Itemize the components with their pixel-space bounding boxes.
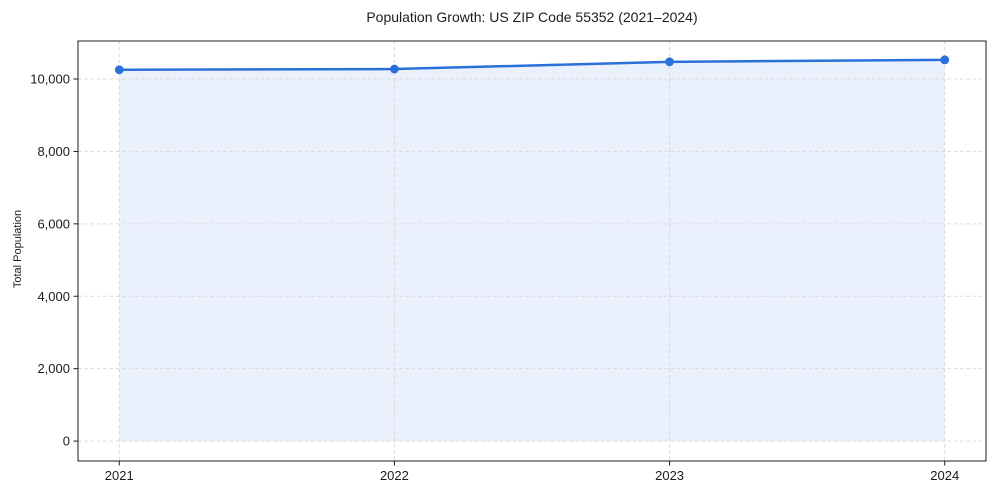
y-tick-label: 4,000 [37,289,70,304]
y-tick-label: 10,000 [30,72,70,87]
y-tick-label: 8,000 [37,144,70,159]
chart-title: Population Growth: US ZIP Code 55352 (20… [366,9,698,25]
data-point-2023 [665,57,674,67]
y-tick-label: 2,000 [37,361,70,376]
x-tick-label: 2023 [655,468,684,483]
data-point-2024 [940,55,950,65]
data-point-2022 [390,64,399,74]
y-tick-label: 6,000 [37,216,70,231]
x-tick-label: 2024 [930,468,959,483]
x-tick-label: 2022 [380,468,409,483]
plot-border [77,40,987,462]
population-trend-line [118,58,946,72]
x-tick-label: 2021 [105,468,134,483]
y-tick-label: 0 [63,434,70,449]
data-point-2021 [114,65,124,75]
area-fill [119,59,945,442]
